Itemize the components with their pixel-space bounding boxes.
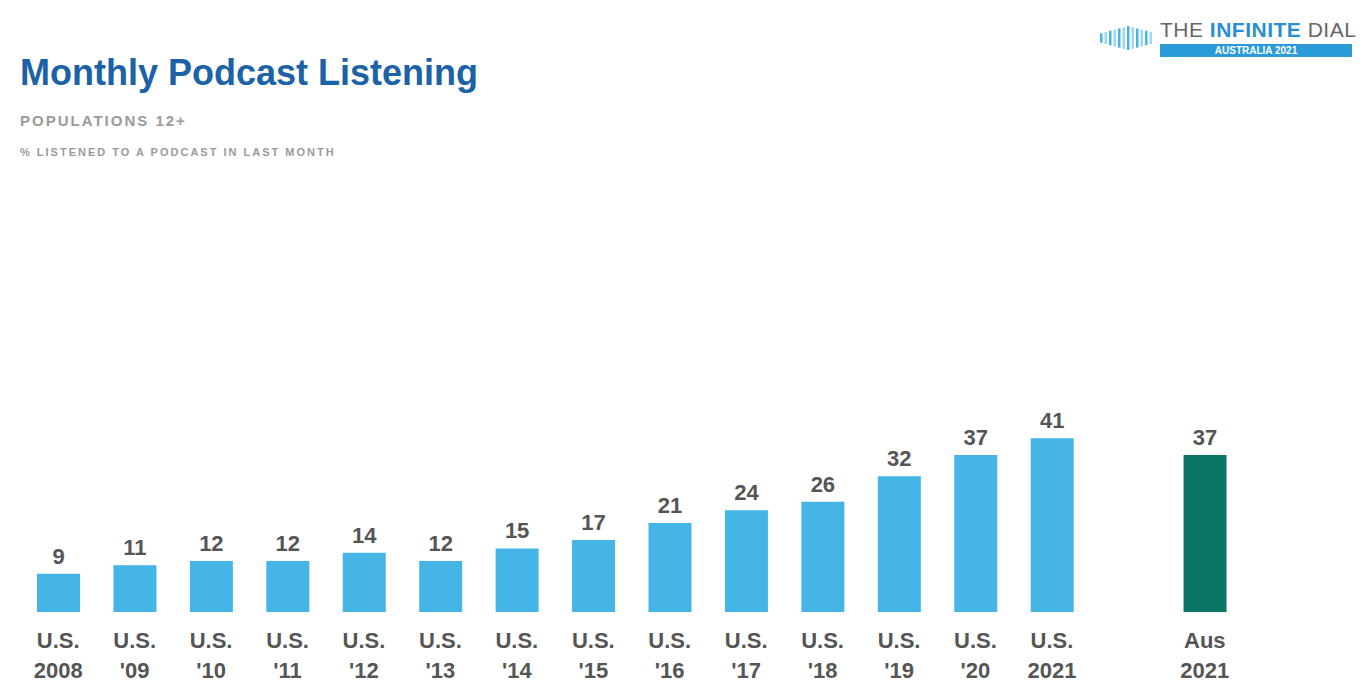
svg-text:U.S.'12: U.S.'12: [343, 628, 386, 683]
svg-text:U.S.'14: U.S.'14: [495, 628, 538, 683]
svg-text:32: 32: [887, 446, 911, 471]
svg-text:24: 24: [734, 480, 759, 505]
svg-text:U.S.'09: U.S.'09: [113, 628, 156, 683]
svg-text:U.S.2008: U.S.2008: [34, 628, 83, 683]
svg-text:15: 15: [505, 518, 529, 543]
svg-text:U.S.'13: U.S.'13: [419, 628, 462, 683]
svg-text:9: 9: [52, 544, 64, 569]
svg-text:12: 12: [199, 531, 223, 556]
svg-text:U.S.'16: U.S.'16: [648, 628, 691, 683]
html-text:AUSTRALIA 2021: AUSTRALIA 2021: [1214, 45, 1298, 56]
html-text:% LISTENED TO A PODCAST IN LAS: % LISTENED TO A PODCAST IN LAST MONTH: [20, 146, 336, 158]
svg-text:11: 11: [123, 535, 146, 560]
svg-text:37: 37: [1193, 425, 1217, 450]
svg-text:U.S.'19: U.S.'19: [878, 628, 921, 683]
html-text:Monthly Podcast Listening: Monthly Podcast Listening: [20, 52, 478, 93]
svg-text:21: 21: [658, 493, 682, 518]
svg-text:U.S.'20: U.S.'20: [954, 628, 997, 683]
svg-text:Aus2021: Aus2021: [1180, 628, 1229, 683]
svg-text:U.S.'15: U.S.'15: [572, 628, 615, 683]
svg-text:U.S.'17: U.S.'17: [725, 628, 768, 683]
svg-text:U.S.'11: U.S.'11: [266, 628, 309, 683]
svg-text:41: 41: [1040, 408, 1064, 433]
html-text:POPULATIONS 12+: POPULATIONS 12+: [20, 112, 187, 129]
svg-text:12: 12: [276, 531, 300, 556]
html-text:THE INFINITE DIAL: THE INFINITE DIAL: [1160, 18, 1357, 41]
svg-text:37: 37: [964, 425, 988, 450]
svg-text:U.S.2021: U.S.2021: [1027, 628, 1076, 683]
svg-text:26: 26: [811, 472, 835, 497]
svg-text:U.S.'18: U.S.'18: [801, 628, 844, 683]
svg-text:14: 14: [352, 523, 377, 548]
svg-text:12: 12: [428, 531, 452, 556]
svg-text:17: 17: [581, 510, 605, 535]
svg-text:U.S.'10: U.S.'10: [190, 628, 233, 683]
